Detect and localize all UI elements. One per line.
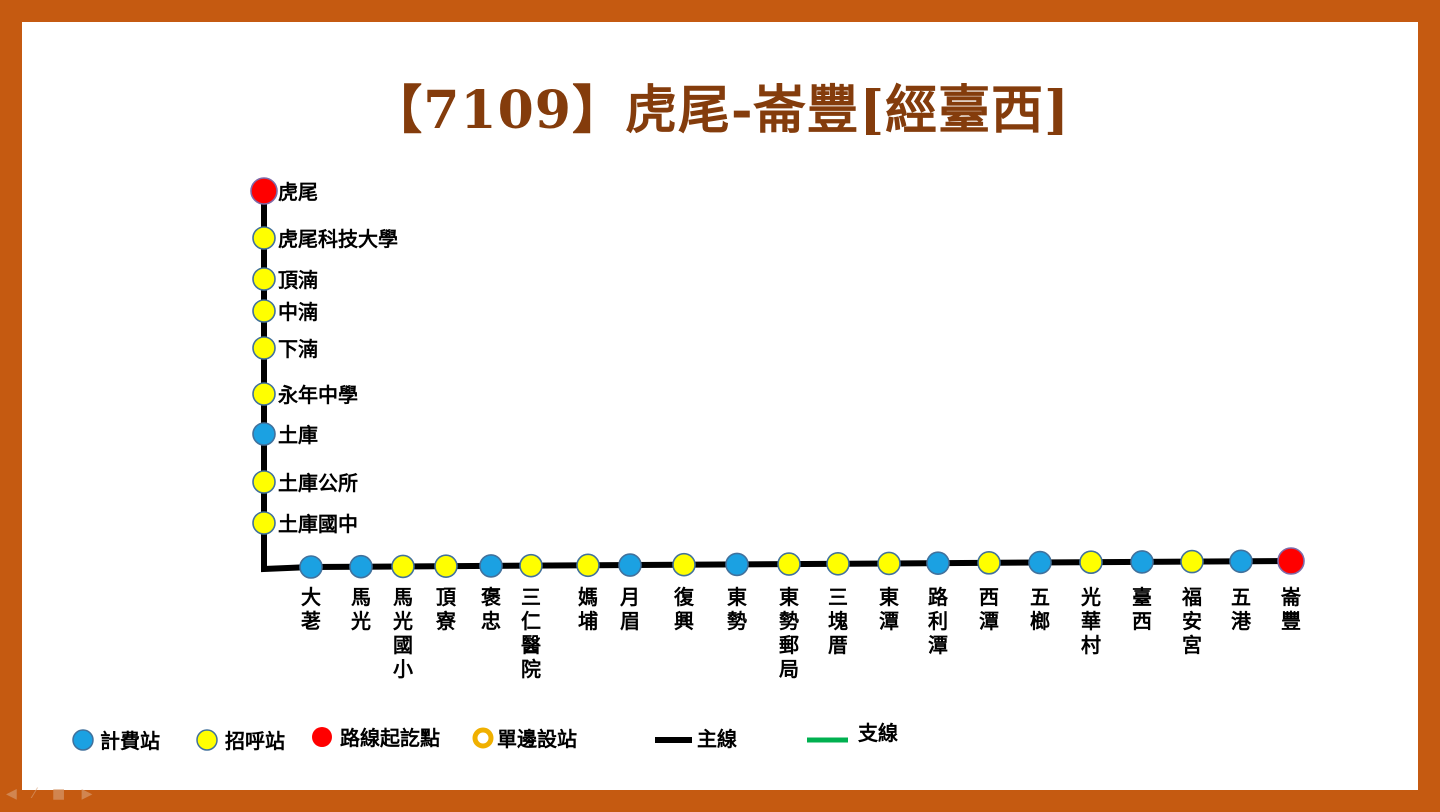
- stop-label: 東潭: [879, 585, 899, 633]
- stop-marker-call: [252, 470, 276, 494]
- stop-marker-call: [519, 553, 543, 578]
- stop-marker-call: [1079, 550, 1103, 575]
- route-title: 【7109】虎尾-崙豐[經臺西]: [370, 80, 1070, 141]
- stop-label: 東勢郵局: [778, 585, 799, 681]
- stop-label: 月眉: [619, 585, 640, 633]
- legend-main-label: 主線: [697, 727, 737, 751]
- legend-oneside-icon: [472, 727, 494, 749]
- stop-label: 臺西: [1132, 585, 1152, 633]
- legend-fare-label: 計費站: [100, 729, 160, 753]
- stop-marker-fare: [1229, 549, 1253, 574]
- stop-label: 下湳: [278, 337, 318, 361]
- stop-label: 媽埔: [578, 585, 598, 633]
- stop-marker-call: [777, 552, 801, 576]
- stop-label: 馬光: [350, 585, 371, 633]
- stop-label: 土庫公所: [278, 471, 358, 495]
- stop-label: 西潭: [979, 585, 999, 633]
- stop-marker-call: [826, 551, 850, 576]
- stop-marker-call: [391, 554, 415, 579]
- stop-label: 中湳: [278, 300, 318, 324]
- stop-label: 復興: [673, 585, 695, 633]
- stop-marker-fare: [618, 553, 642, 577]
- stop-marker-fare: [1028, 550, 1052, 575]
- stop-label: 福安宮: [1181, 585, 1202, 657]
- stop-marker-fare: [299, 555, 323, 579]
- stop-marker-call: [252, 226, 276, 250]
- stop-marker-call: [252, 382, 276, 406]
- stop-label: 頂湳: [278, 268, 318, 292]
- stop-label: 永年中學: [277, 383, 358, 407]
- stop-marker-call: [576, 553, 600, 578]
- stop-label: 土庫: [278, 423, 318, 447]
- stop-label: 土庫國中: [278, 512, 358, 536]
- stop-label: 三仁醫院: [521, 585, 541, 681]
- stop-label: 三塊厝: [828, 585, 848, 657]
- stop-label: 光華村: [1080, 585, 1101, 657]
- stop-marker-call: [252, 511, 276, 535]
- stop-marker-call: [877, 551, 901, 576]
- stop-marker-fare: [1130, 550, 1154, 574]
- stop-marker-terminal: [250, 177, 278, 205]
- stop-marker-call: [252, 267, 276, 291]
- legend-branch-label: 支線: [858, 721, 898, 745]
- legend-call-icon: [196, 729, 218, 751]
- legend: 計費站 招呼站 路線起訖點 單邊設站 主線 支線: [72, 721, 898, 753]
- main-route-line: [261, 191, 1292, 573]
- legend-call-label: 招呼站: [225, 729, 285, 753]
- stop-label: 東勢: [727, 585, 747, 633]
- legend-fare-icon: [72, 729, 94, 751]
- stop-label: 五榔: [1030, 585, 1050, 633]
- stop-marker-fare: [926, 551, 950, 575]
- stop-marker-terminal: [1277, 547, 1305, 575]
- stop-label: 頂寮: [435, 585, 457, 633]
- legend-terminal-label: 路線起訖點: [340, 726, 440, 750]
- stop-marker-call: [252, 336, 276, 360]
- route-card: [22, 22, 1418, 790]
- stop-marker-call: [434, 554, 458, 578]
- stop-marker-fare: [479, 554, 503, 578]
- legend-oneside-label: 單邊設站: [497, 727, 577, 751]
- stop-label: 虎尾科技大學: [278, 227, 398, 251]
- stop-marker-call: [252, 299, 276, 323]
- stop-marker-call: [672, 552, 696, 577]
- slide-nav-icons: ◀ ⁄ ■ ▶: [6, 786, 99, 802]
- stop-label: 馬光國小: [392, 585, 413, 681]
- stop-label: 虎尾: [278, 180, 318, 204]
- stop-marker-call: [977, 551, 1001, 575]
- stop-marker-fare: [349, 554, 373, 579]
- stop-marker-fare: [252, 422, 276, 446]
- stop-label: 大荖: [300, 585, 321, 633]
- legend-terminal-icon: [312, 727, 332, 747]
- stop-label: 五港: [1231, 585, 1252, 633]
- stop-marker-call: [1180, 549, 1204, 574]
- stop-marker-fare: [725, 552, 749, 577]
- stop-label: 崙豐: [1280, 585, 1302, 633]
- stop-label: 路利潭: [928, 585, 949, 657]
- stop-label: 褒忠: [480, 585, 501, 633]
